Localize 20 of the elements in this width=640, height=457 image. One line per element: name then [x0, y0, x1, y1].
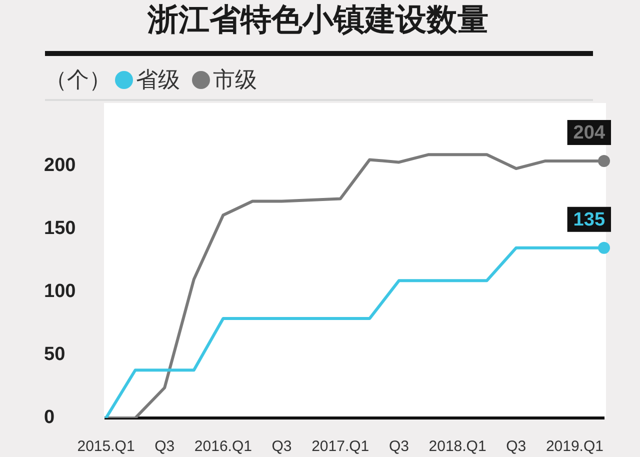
x-tick-label: Q3 [272, 438, 292, 456]
x-tick-label: 2019.Q1 [546, 438, 604, 456]
x-tick-label: 2016.Q1 [194, 438, 252, 456]
legend-label: 市级 [213, 66, 257, 94]
x-tick-label: Q3 [154, 438, 175, 456]
x-tick-label: 2018.Q1 [428, 438, 486, 456]
data-label: 204 [573, 122, 606, 144]
x-tick-label: 2017.Q1 [312, 438, 370, 456]
x-tick-label: 2015.Q1 [77, 438, 135, 456]
y-tick-label: 50 [44, 344, 66, 366]
legend-label: 省级 [136, 66, 180, 94]
y-axis-title: （个） [45, 66, 111, 94]
y-tick-label: 200 [44, 155, 76, 176]
y-tick-label: 150 [44, 218, 76, 240]
y-tick-label: 0 [44, 407, 55, 428]
x-tick-label: Q3 [506, 438, 526, 456]
y-tick-label: 100 [44, 281, 76, 302]
x-tick-label: Q3 [388, 438, 409, 456]
data-label: 135 [573, 210, 606, 231]
chart-title: 浙江省特色小镇建设数量 [146, 2, 490, 38]
